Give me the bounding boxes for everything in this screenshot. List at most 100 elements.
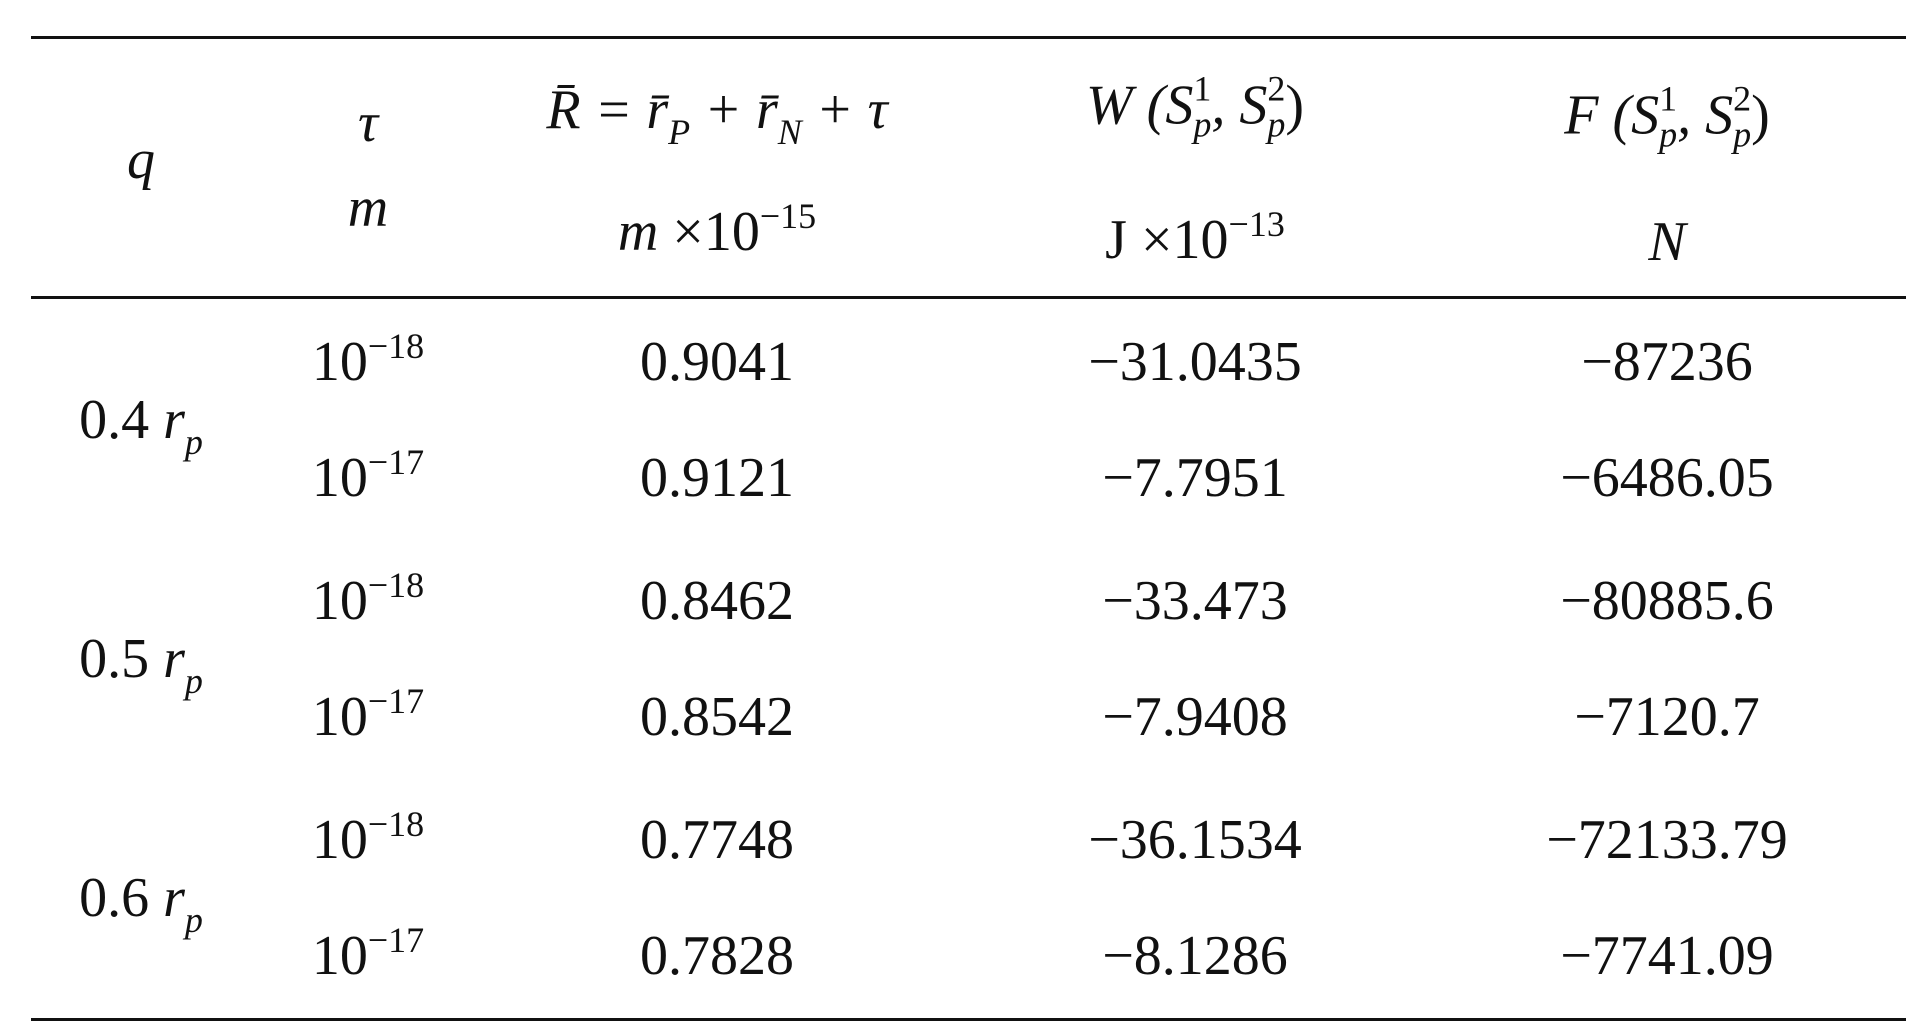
value: −8.1286 xyxy=(1102,925,1288,987)
text-run: 10 xyxy=(311,570,368,632)
tau-cell: 10−18 xyxy=(312,328,424,390)
subscript: p xyxy=(184,900,203,940)
header-rule xyxy=(31,296,1906,299)
value-cell: −7.7951 xyxy=(1102,450,1288,506)
tau-cell: 10−18 xyxy=(311,806,424,871)
text-run: 10 xyxy=(311,809,368,871)
subscript: p xyxy=(1267,104,1286,145)
value-cell: −33.473 xyxy=(1102,573,1288,629)
value: 0.8542 xyxy=(640,686,794,748)
text-run: r xyxy=(163,867,185,929)
tau-cell: 10−18 xyxy=(311,567,424,632)
text-run: , S xyxy=(1211,74,1268,137)
superscript: −15 xyxy=(759,196,817,236)
value: −7.9408 xyxy=(1102,686,1288,748)
value-cell: −6486.05 xyxy=(1560,450,1774,506)
value-cell: −7.9408 xyxy=(1102,689,1288,745)
value-cell: 0.7748 xyxy=(640,812,794,868)
value: −7.7951 xyxy=(1102,447,1288,509)
superscript: −13 xyxy=(1228,204,1285,244)
value: −87236 xyxy=(1581,331,1753,393)
superscript: −17 xyxy=(367,681,425,721)
subscript: p xyxy=(1733,114,1752,155)
value: −6486.05 xyxy=(1560,447,1774,509)
text-run: 10 xyxy=(311,447,368,509)
text-run: q xyxy=(127,129,155,191)
value: −7741.09 xyxy=(1560,925,1774,987)
value-cell: −7120.7 xyxy=(1574,689,1760,745)
value: −7120.7 xyxy=(1574,686,1760,748)
value: −33.473 xyxy=(1102,570,1288,632)
text-run: 0.4 xyxy=(79,389,164,451)
text-run: ×10 xyxy=(658,201,760,263)
subscript: p xyxy=(184,422,203,462)
text-run: F (S xyxy=(1564,84,1660,147)
value: 0.7748 xyxy=(640,809,794,871)
value-cell: 0.7828 xyxy=(640,928,794,984)
text-run: , S xyxy=(1677,84,1734,147)
superscript: −17 xyxy=(367,920,425,960)
value: −36.1534 xyxy=(1088,809,1302,871)
text-run: m xyxy=(347,177,389,239)
superscript: −18 xyxy=(367,326,425,366)
superscript: 2 xyxy=(1267,68,1286,109)
header-cell: m ×10−15 xyxy=(617,198,816,263)
header-cell: J ×10−13 xyxy=(1105,206,1285,268)
text-run: ) xyxy=(1751,84,1770,147)
text-run: r xyxy=(163,628,185,690)
text-run: 10 xyxy=(311,925,368,987)
group-label: 0.5 rp xyxy=(79,628,203,699)
superscript: −18 xyxy=(367,804,425,844)
header-cell: R̄ = r̄P + r̄N + τ xyxy=(546,79,888,150)
value-cell: −80885.6 xyxy=(1560,573,1774,629)
text-run: τ xyxy=(357,92,379,154)
superscript: 2 xyxy=(1733,78,1752,119)
value-cell: 0.8542 xyxy=(640,689,794,745)
superscript: 1 xyxy=(1659,78,1678,119)
subscript: p xyxy=(1193,104,1212,145)
subscript: P xyxy=(668,112,691,152)
text-run: N xyxy=(1648,211,1686,273)
text-run: R̄ = r̄ xyxy=(546,79,669,141)
value: −31.0435 xyxy=(1088,331,1302,393)
value-cell: −8.1286 xyxy=(1102,928,1288,984)
group-label: 0.4 rp xyxy=(79,389,203,460)
header-cell: q xyxy=(127,132,155,188)
superscript: −17 xyxy=(367,442,425,482)
value: −72133.79 xyxy=(1546,809,1788,871)
subscript: p xyxy=(184,661,203,701)
text-run: r xyxy=(163,389,185,451)
subscript: p xyxy=(1659,114,1678,155)
text-run: + τ xyxy=(801,79,888,141)
tau-cell: 10−17 xyxy=(311,683,424,748)
text-run: m xyxy=(617,201,659,263)
value-cell: 0.8462 xyxy=(640,573,794,629)
superscript: 1 xyxy=(1193,68,1212,109)
value: 0.8462 xyxy=(640,570,794,632)
tau-cell: 10−17 xyxy=(311,922,424,987)
superscript: −18 xyxy=(367,565,425,605)
text-run: ) xyxy=(1285,74,1304,137)
subscript: N xyxy=(777,112,802,152)
header-cell: N xyxy=(1648,214,1685,270)
value-cell: 0.9041 xyxy=(640,334,794,390)
header-cell: W (S 1 p, S 2 p) xyxy=(1086,71,1304,143)
header-cell: m xyxy=(348,180,388,236)
tau-cell: 10−17 xyxy=(311,444,424,509)
header-cell: F (S 1 p, S 2 p) xyxy=(1564,81,1770,155)
value-cell: −87236 xyxy=(1581,334,1753,390)
text-run: + r̄ xyxy=(690,79,778,141)
text-run: 10 xyxy=(311,686,368,748)
text-run: 0.5 xyxy=(79,628,164,690)
value-cell: 0.9121 xyxy=(640,450,794,506)
value-cell: −36.1534 xyxy=(1088,812,1302,868)
group-label: 0.6 rp xyxy=(79,867,203,938)
value-cell: −31.0435 xyxy=(1088,334,1302,390)
value: −80885.6 xyxy=(1560,570,1774,632)
value-cell: −7741.09 xyxy=(1560,928,1774,984)
text-run: 0.6 xyxy=(79,867,164,929)
